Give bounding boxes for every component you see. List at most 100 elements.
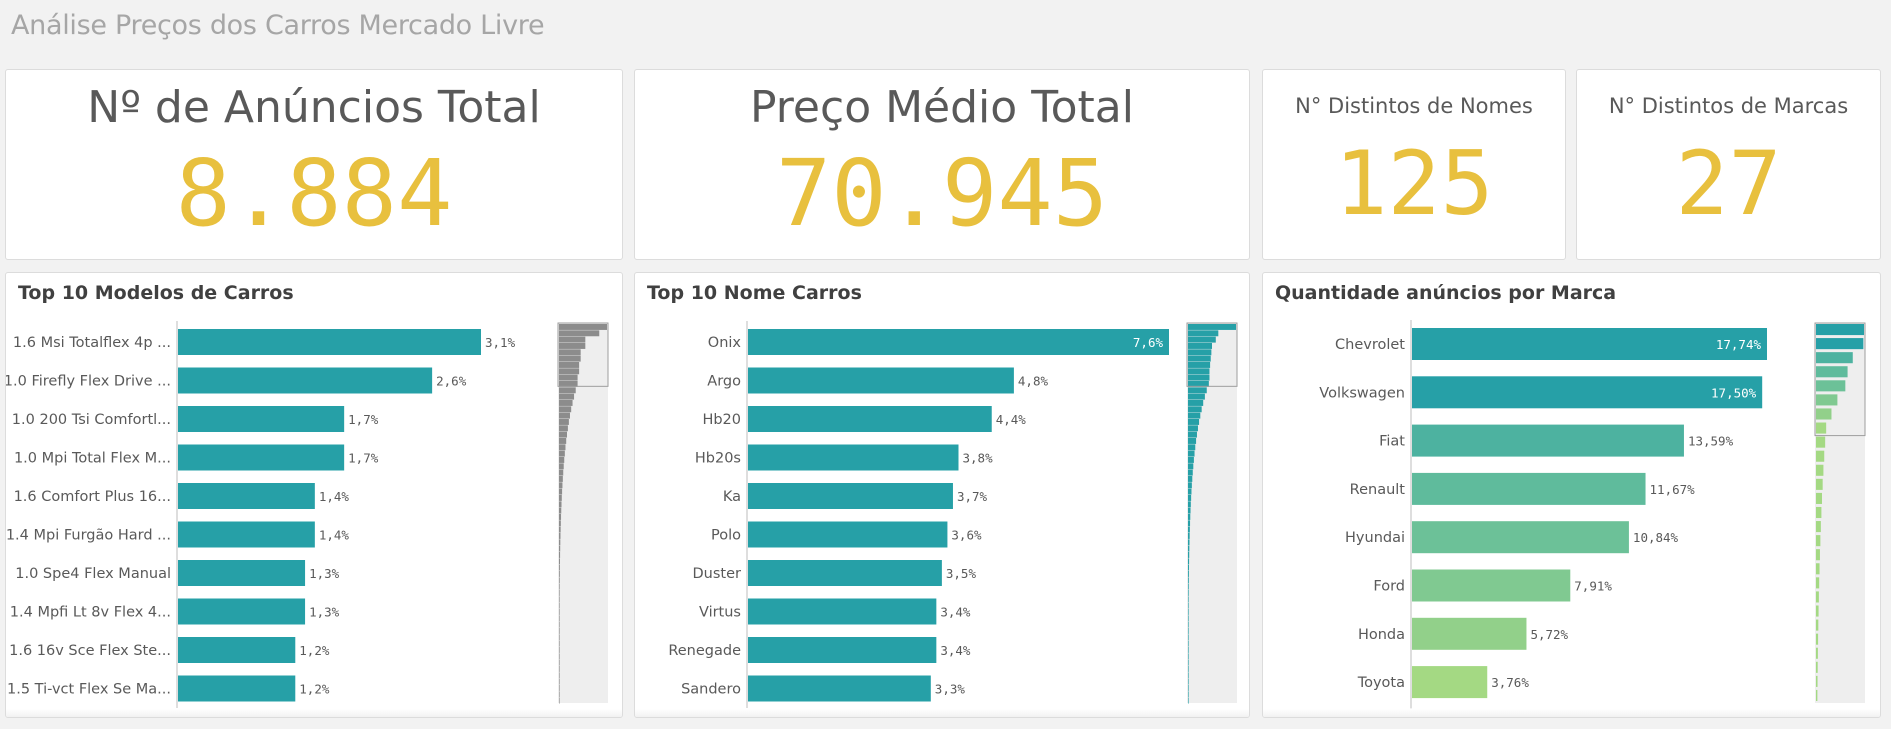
mini-bar — [1816, 591, 1819, 603]
mini-bar — [559, 666, 560, 672]
kpi-card-distinct-brands[interactable]: N° Distintos de Marcas 27 — [1576, 69, 1881, 260]
brand-bar-chart[interactable]: Chevrolet 17,74% Volkswagen 17,50% Fiat 13,59… — [1263, 273, 1881, 718]
category-label: Fiat — [1379, 434, 1405, 450]
kpi-card-distinct-names[interactable]: N° Distintos de Nomes 125 — [1262, 69, 1566, 260]
bar[interactable] — [178, 637, 296, 663]
category-label: Argo — [707, 374, 741, 390]
top-names-bar-chart[interactable]: Onix 7,6% Argo 4,8% Hb20 4,4% Hb20s 3,8% Ka 3,7% P… — [635, 273, 1250, 718]
mini-bar — [559, 387, 576, 394]
mini-bar — [1188, 621, 1189, 628]
mini-bar — [1816, 647, 1818, 659]
mini-bar — [559, 501, 562, 508]
bar[interactable] — [748, 367, 1014, 394]
category-label: 1.0 Firefly Flex Drive ... — [6, 374, 171, 390]
mini-bar — [559, 450, 565, 457]
mini-bar — [559, 349, 581, 356]
value-label: 1,4% — [319, 489, 350, 504]
bar[interactable] — [748, 598, 937, 625]
bar[interactable] — [178, 444, 345, 471]
mini-bar — [1188, 381, 1209, 387]
category-label: Hb20s — [695, 451, 741, 467]
bar[interactable] — [178, 521, 315, 548]
category-label: 1.5 Ti-vct Flex Se Ma... — [7, 682, 171, 698]
mini-bar — [1188, 666, 1189, 672]
bar[interactable] — [748, 444, 959, 471]
mini-bar — [559, 659, 560, 666]
category-label: Honda — [1358, 627, 1405, 643]
bar[interactable] — [1412, 328, 1767, 360]
value-label: 2,6% — [436, 374, 467, 389]
mini-bar — [559, 330, 600, 337]
bar[interactable] — [1412, 617, 1527, 650]
bar[interactable] — [748, 329, 1169, 355]
bar[interactable] — [748, 483, 953, 509]
mini-bar — [1816, 689, 1818, 701]
bar[interactable] — [748, 560, 942, 586]
bar[interactable] — [178, 598, 306, 625]
mini-bar — [559, 615, 560, 622]
mini-chart-viewport[interactable] — [557, 322, 609, 387]
bar[interactable] — [1412, 569, 1571, 602]
mini-bar — [559, 533, 561, 539]
mini-chart-viewport[interactable] — [1186, 322, 1238, 387]
category-label: 1.6 16v Sce Flex Ste... — [9, 643, 171, 659]
bar[interactable] — [178, 560, 306, 586]
mini-bar — [559, 558, 560, 565]
bar[interactable] — [178, 367, 433, 394]
mini-chart-viewport[interactable] — [1814, 322, 1866, 437]
mini-bar — [1188, 438, 1197, 444]
bar[interactable] — [1412, 472, 1646, 505]
kpi-card-total-listings[interactable]: Nº de Anúncios Total 8.884 — [5, 69, 623, 260]
category-label: Onix — [708, 335, 742, 351]
mini-bar — [1188, 596, 1189, 603]
chart-card-top-names[interactable]: Top 10 Nome Carros Onix 7,6% Argo 4,8% Hb20 4… — [634, 272, 1250, 718]
kpi-value: 27 — [1675, 132, 1782, 235]
bar[interactable] — [178, 675, 296, 702]
mini-bar — [559, 697, 560, 704]
mini-bar — [1816, 661, 1818, 673]
category-label: Hb20 — [702, 412, 741, 428]
bar[interactable] — [748, 637, 937, 663]
bar[interactable] — [1412, 424, 1684, 457]
top-models-bar-chart[interactable]: 1.6 Msi Totalflex 4p ... 3,1% 1.0 Firefly … — [6, 273, 623, 718]
bar[interactable] — [178, 329, 481, 355]
mini-bar — [1816, 633, 1819, 645]
mini-bar — [559, 469, 564, 476]
mini-bar — [1188, 533, 1190, 539]
mini-bar — [1188, 406, 1202, 413]
mini-bar — [1188, 685, 1189, 691]
mini-bar — [559, 425, 568, 432]
mini-bar — [1188, 697, 1189, 704]
bar[interactable] — [178, 483, 315, 509]
mini-bar — [1816, 577, 1820, 589]
bar[interactable] — [1412, 521, 1629, 554]
mini-bar — [1816, 521, 1821, 533]
chart-card-listings-by-brand[interactable]: Quantidade anúncios por Marca Chevrolet 1… — [1262, 272, 1881, 718]
value-label: 3,5% — [946, 566, 977, 581]
mini-bar — [559, 571, 560, 577]
mini-bar — [1816, 352, 1853, 364]
mini-bar — [559, 545, 561, 552]
chart-card-top-models[interactable]: Top 10 Modelos de Carros 1.6 Msi Totalfl… — [5, 272, 623, 718]
mini-bar — [559, 438, 567, 444]
kpi-title: Nº de Anúncios Total — [87, 82, 541, 133]
bar[interactable] — [748, 521, 948, 548]
chart-title: Top 10 Modelos de Carros — [18, 282, 294, 304]
bar[interactable] — [1412, 666, 1488, 699]
mini-chart-scrollbar[interactable] — [1815, 323, 1865, 703]
mini-bar — [1188, 539, 1190, 546]
mini-bar — [1188, 609, 1189, 615]
bar[interactable] — [178, 406, 345, 432]
category-label: Ford — [1373, 579, 1405, 595]
bar[interactable] — [1412, 376, 1763, 409]
mini-bar — [1816, 422, 1827, 434]
value-label: 1,4% — [319, 528, 350, 543]
bar[interactable] — [748, 406, 992, 432]
mini-bar — [1188, 691, 1189, 698]
value-label: 7,91% — [1574, 579, 1612, 594]
mini-bar — [559, 463, 564, 470]
category-label: 1.6 Msi Totalflex 4p ... — [13, 335, 171, 351]
kpi-card-average-price[interactable]: Preço Médio Total 70.945 — [634, 69, 1250, 260]
category-label: 1.0 200 Tsi Comfortl... — [12, 412, 171, 428]
bar[interactable] — [748, 675, 931, 702]
